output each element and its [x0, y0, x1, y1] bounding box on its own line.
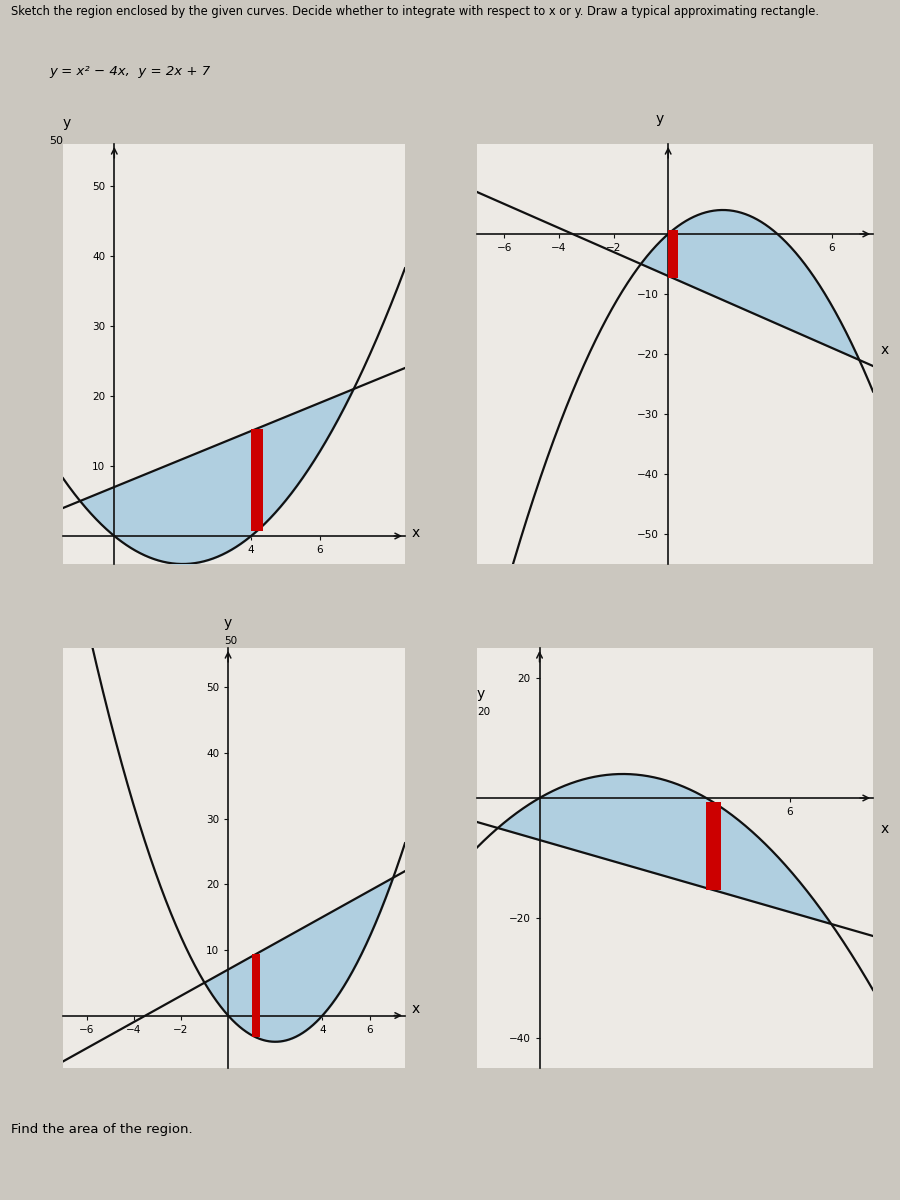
- Text: Find the area of the region.: Find the area of the region.: [11, 1123, 193, 1136]
- Text: y: y: [655, 112, 663, 126]
- Bar: [252, 954, 260, 1037]
- Bar: [706, 803, 721, 890]
- Text: x: x: [881, 343, 889, 358]
- Text: x: x: [412, 1002, 420, 1016]
- Text: 50: 50: [50, 136, 63, 146]
- Text: Sketch the region enclosed by the given curves. Decide whether to integrate with: Sketch the region enclosed by the given …: [11, 6, 819, 18]
- Text: y: y: [224, 616, 232, 630]
- Text: y = x² − 4x,  y = 2x + 7: y = x² − 4x, y = 2x + 7: [50, 65, 211, 78]
- Text: 50: 50: [224, 636, 237, 646]
- Text: y: y: [477, 688, 485, 701]
- Text: 20: 20: [477, 707, 490, 718]
- Bar: [251, 428, 263, 530]
- Text: x: x: [881, 822, 889, 835]
- Bar: [668, 230, 678, 278]
- Text: x: x: [412, 526, 420, 540]
- Text: y: y: [63, 116, 71, 130]
